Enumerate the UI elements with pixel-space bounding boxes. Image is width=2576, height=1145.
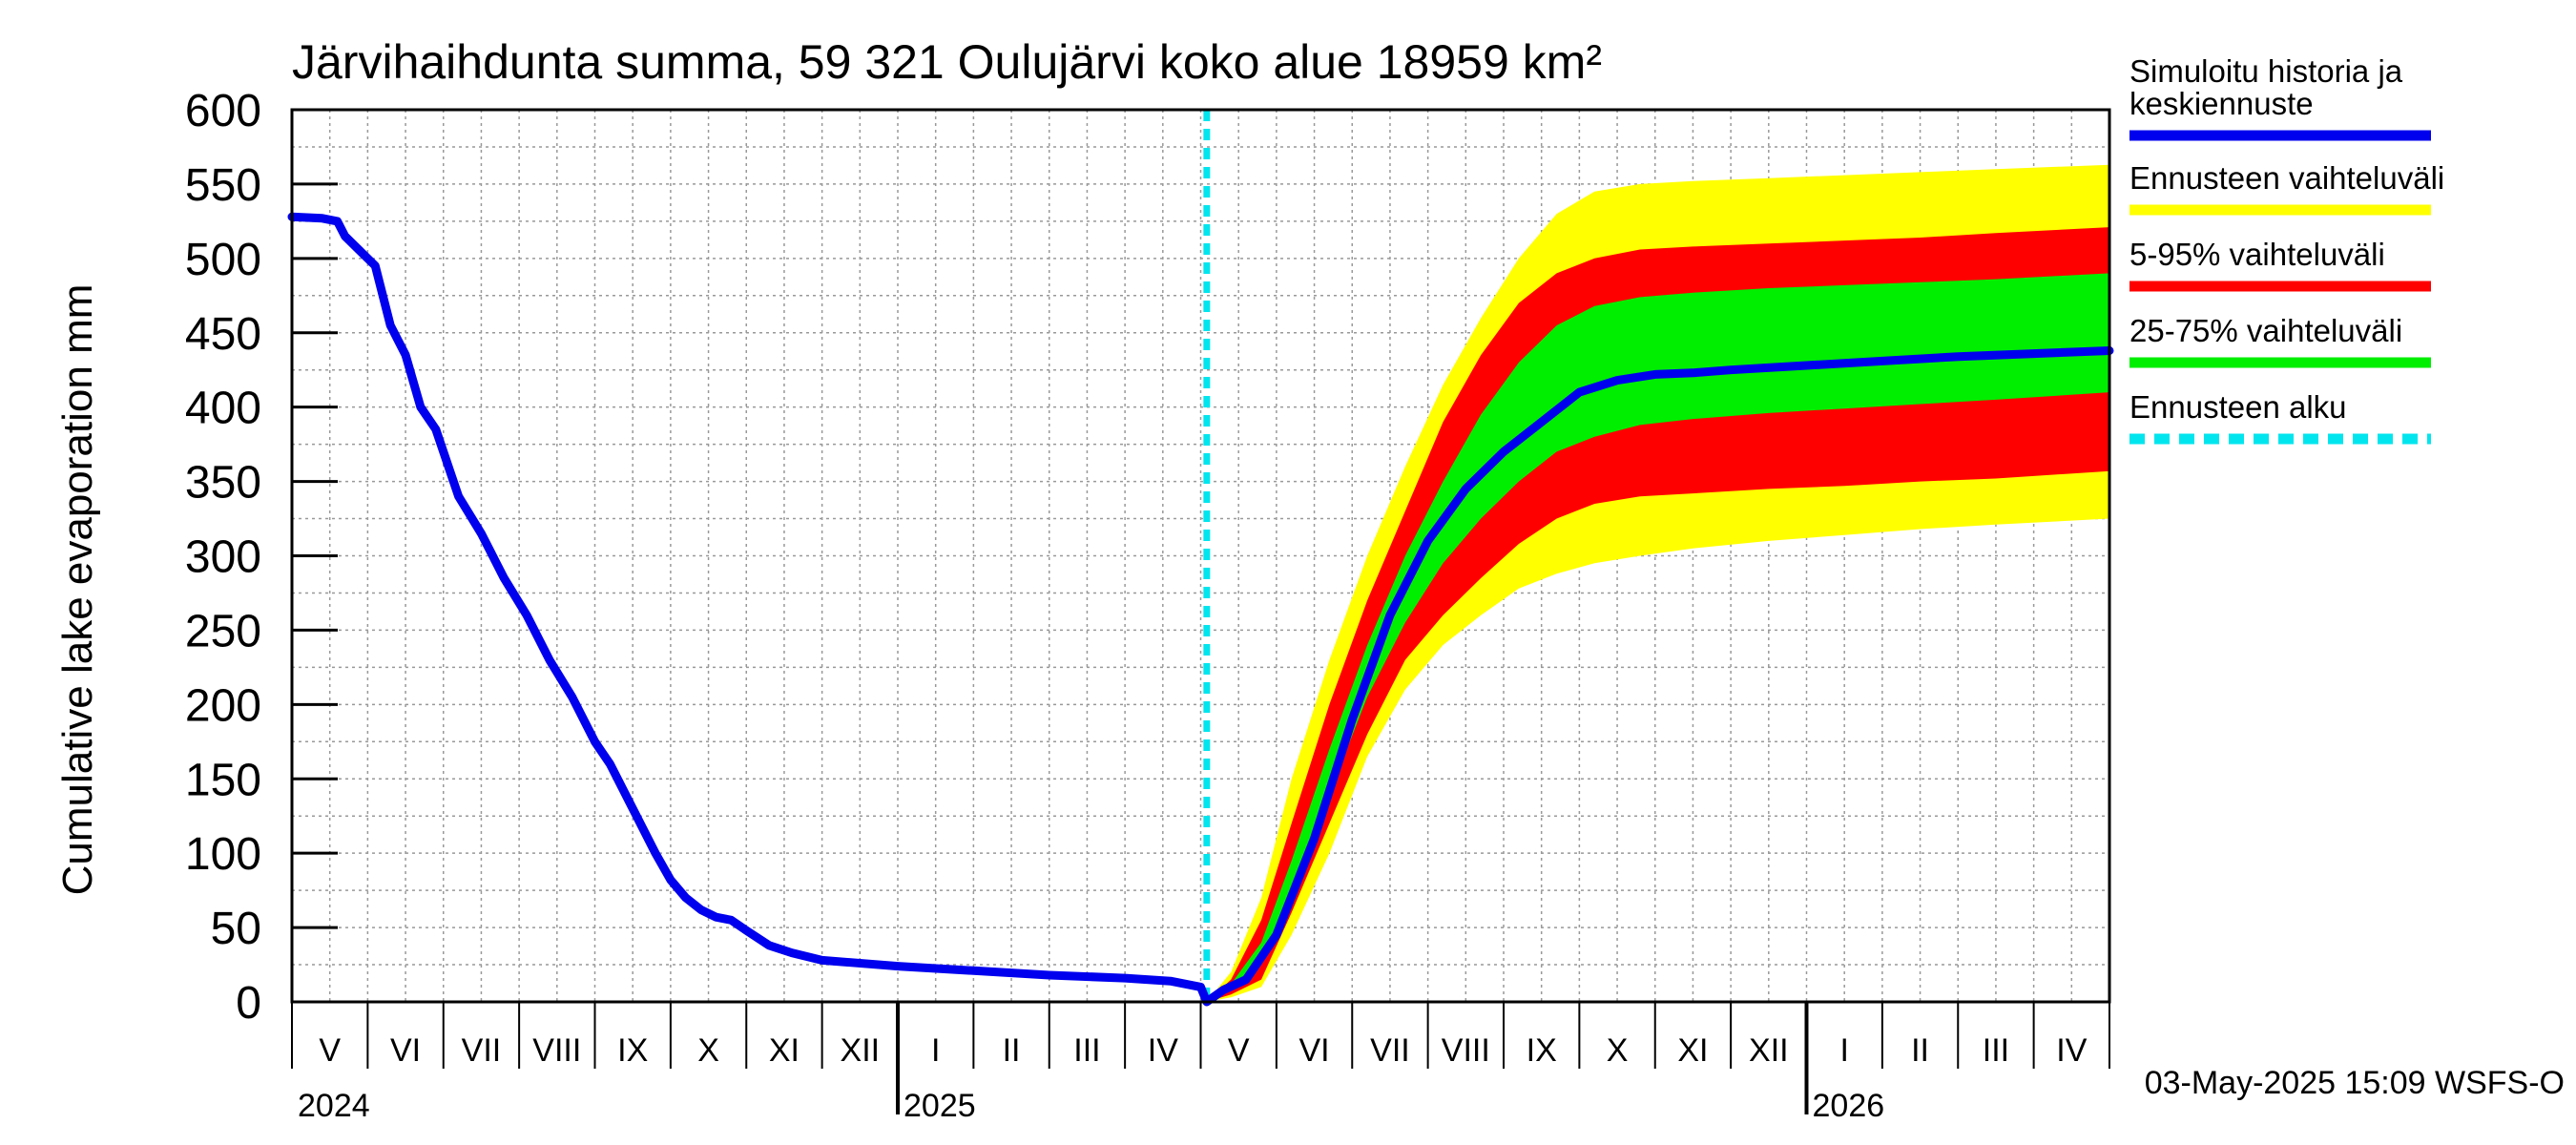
x-month-label: X: [697, 1032, 719, 1069]
x-month-label: VII: [1370, 1032, 1410, 1069]
x-month-label: VII: [462, 1032, 502, 1069]
x-month-label: XI: [1677, 1032, 1708, 1069]
x-month-label: IV: [1148, 1032, 1178, 1069]
band-25-75%: [1206, 273, 2109, 1002]
x-year-label: 2024: [298, 1088, 370, 1124]
band-5-95%: [1206, 227, 2109, 1003]
x-month-label: III: [1073, 1032, 1100, 1069]
x-year-label: 2025: [904, 1088, 976, 1124]
y-tick-label: 550: [185, 160, 261, 211]
x-month-label: IV: [2056, 1032, 2087, 1069]
x-month-label: XII: [841, 1032, 881, 1069]
y-tick-label: 150: [185, 755, 261, 805]
y-tick-label: 400: [185, 384, 261, 434]
chart-title: Järvihaihdunta summa, 59 321 Oulujärvi k…: [292, 35, 1602, 89]
y-tick-label: 300: [185, 532, 261, 583]
x-month-label: II: [1003, 1032, 1021, 1069]
y-tick-label: 350: [185, 458, 261, 509]
series-lines: [287, 110, 2114, 1007]
forecast-bands: [1206, 164, 2109, 1003]
x-month-label: V: [319, 1032, 341, 1069]
y-tick-label: 250: [185, 606, 261, 656]
x-month-label: XII: [1749, 1032, 1789, 1069]
x-axis: V VI VII VIII IX X XI XII I II III IV V VI VII VIII IX X X…: [291, 1002, 2110, 1124]
legend-label: 5-95% vaihteluväli: [2129, 237, 2385, 272]
legend-label: Ennusteen vaihteluväli: [2129, 160, 2444, 196]
x-month-label: VIII: [532, 1032, 581, 1069]
x-month-label: VI: [1299, 1032, 1330, 1069]
legend-label: keskiennuste: [2129, 86, 2314, 121]
y-tick-label: 0: [236, 978, 261, 1029]
x-month-label: IX: [617, 1032, 648, 1069]
legend-label: 25-75% vaihteluväli: [2129, 313, 2402, 348]
mean-line: [287, 212, 2114, 1007]
x-month-label: I: [1839, 1032, 1848, 1069]
y-tick-label: 50: [211, 904, 261, 954]
x-month-label: I: [931, 1032, 940, 1069]
y-tick-label: 200: [185, 680, 261, 731]
x-month-label: V: [1228, 1032, 1250, 1069]
x-month-label: X: [1607, 1032, 1629, 1069]
x-month-label: XI: [769, 1032, 800, 1069]
y-tick-label: 500: [185, 235, 261, 285]
x-month-label: II: [1911, 1032, 1929, 1069]
y-tick-label: 100: [185, 829, 261, 880]
x-month-label: VI: [390, 1032, 421, 1069]
y-axis: 0 50 100 150 200 250 300 350 400 450 500 550 600: [185, 86, 338, 1029]
legend-label: Ennusteen alku: [2129, 389, 2347, 425]
x-month-label: III: [1983, 1032, 2009, 1069]
y-tick-label: 600: [185, 86, 261, 136]
legend-label: Simuloitu historia ja: [2129, 53, 2403, 89]
x-month-label: VIII: [1442, 1032, 1490, 1069]
footer-timestamp: 03-May-2025 15:09 WSFS-O: [2145, 1065, 2565, 1101]
x-year-label: 2026: [1813, 1088, 1885, 1124]
y-axis-label: Cumulative lake evaporation mm: [54, 284, 101, 896]
y-tick-label: 450: [185, 309, 261, 360]
grid-lines: [292, 110, 2109, 1002]
x-month-label: IX: [1527, 1032, 1557, 1069]
